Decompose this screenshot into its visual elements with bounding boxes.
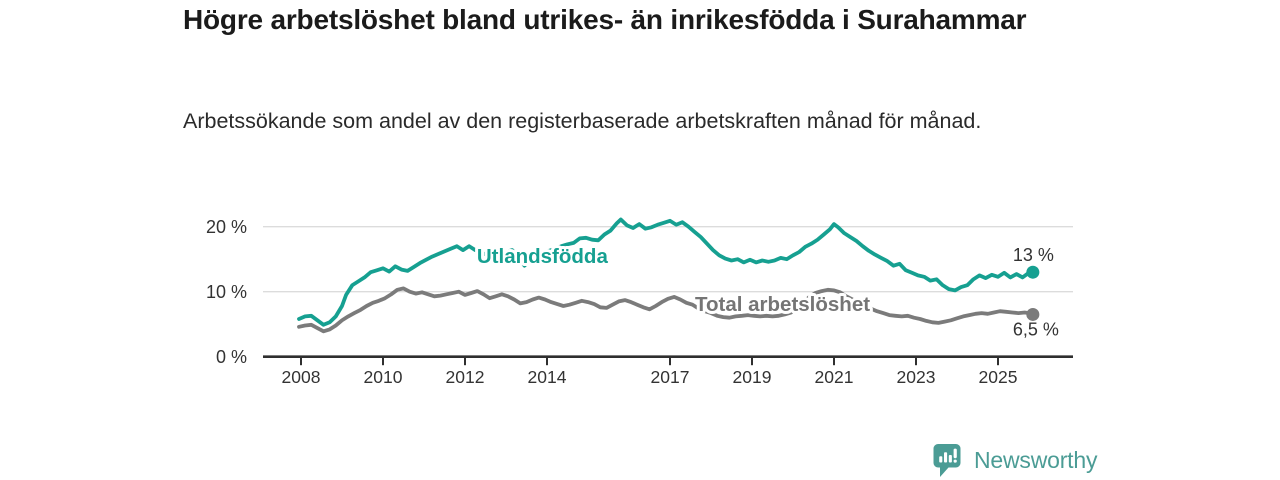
x-tick-label: 2025 bbox=[979, 367, 1018, 387]
series-utlandsfodda: 13 % bbox=[297, 217, 1054, 327]
x-tick-label: 2019 bbox=[733, 367, 772, 387]
series-end-dot bbox=[1026, 265, 1040, 279]
newsworthy-logo-icon bbox=[933, 443, 963, 478]
x-tick-label: 2010 bbox=[364, 367, 403, 387]
y-tick-labels: 0 % 10 % 20 % bbox=[206, 217, 247, 367]
total-line bbox=[297, 286, 1035, 334]
end-value-label: 13 % bbox=[1013, 245, 1054, 265]
series-inline-label: Utlandsfödda bbox=[477, 245, 609, 268]
series-end-dot bbox=[1026, 307, 1040, 321]
x-tick-label: 2017 bbox=[651, 367, 690, 387]
chart-title: Högre arbetslöshet bland utrikes- än inr… bbox=[183, 4, 1027, 35]
x-tick-label: 2012 bbox=[446, 367, 485, 387]
y-tick-label: 0 % bbox=[216, 347, 247, 367]
end-value-label: 6,5 % bbox=[1013, 319, 1059, 339]
chart-subtitle: Arbetssökande som andel av den registerb… bbox=[183, 109, 982, 133]
series-inline-labels: Utlandsfödda Total arbetslöshet bbox=[474, 242, 873, 319]
brand-name: Newsworthy bbox=[974, 446, 1098, 473]
utlandsfodda-line bbox=[297, 217, 1035, 327]
y-gridlines bbox=[263, 226, 1073, 293]
series-total-arbetsloshet: 6,5 % bbox=[297, 286, 1059, 339]
chart-header: Högre arbetslöshet bland utrikes- än inr… bbox=[183, 3, 1027, 37]
x-tick-label: 2021 bbox=[815, 367, 854, 387]
series-inline-label: Total arbetslöshet bbox=[695, 293, 870, 316]
brand-footer: Newsworthy bbox=[933, 441, 1097, 479]
y-tick-label: 10 % bbox=[206, 282, 247, 302]
x-tick-label: 2014 bbox=[528, 367, 567, 387]
x-tick-label: 2023 bbox=[897, 367, 936, 387]
x-tick-label: 2008 bbox=[282, 367, 321, 387]
x-axis: 2008 2010 2012 2014 2017 2019 2021 2023 2025 bbox=[263, 355, 1073, 387]
y-tick-label: 20 % bbox=[206, 217, 247, 237]
